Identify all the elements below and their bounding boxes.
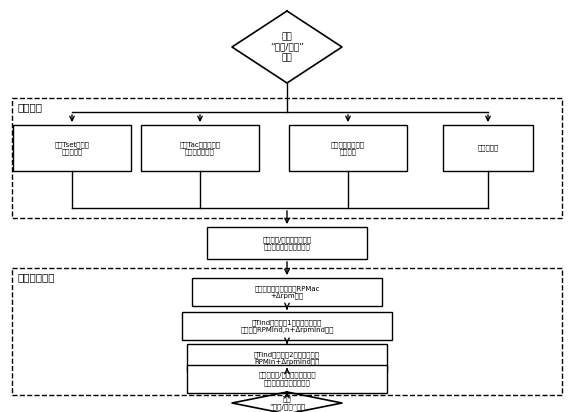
- Text: 根据Tset控制电
磁热的通断: 根据Tset控制电 磁热的通断: [55, 141, 90, 155]
- FancyBboxPatch shape: [13, 125, 131, 171]
- Text: 当Tind满足条件1时导风扇往正，
内风机以RPMind,n+Δrpmind反转: 当Tind满足条件1时导风扇往正， 内风机以RPMind,n+Δrpmind反转: [241, 319, 333, 333]
- FancyBboxPatch shape: [289, 125, 407, 171]
- Text: 导风板关闭、内风机以RPMac
+Δrpm运转: 导风板关闭、内风机以RPMac +Δrpm运转: [254, 285, 320, 299]
- FancyBboxPatch shape: [182, 312, 392, 340]
- Text: 杀菌阶段: 杀菌阶段: [17, 102, 42, 112]
- FancyBboxPatch shape: [187, 344, 387, 372]
- FancyBboxPatch shape: [207, 227, 367, 259]
- Text: 内风机正转、低转
交替运行: 内风机正转、低转 交替运行: [331, 141, 365, 155]
- Text: 根据Tac大小对压缩
机频率进行控制: 根据Tac大小对压缩 机频率进行控制: [180, 141, 220, 155]
- FancyBboxPatch shape: [187, 365, 387, 393]
- Text: 当满足温度/时间条件时，内风
机停止运行，退出温除霉: 当满足温度/时间条件时，内风 机停止运行，退出温除霉: [258, 372, 316, 386]
- Text: 导风板关闭: 导风板关闭: [478, 145, 499, 151]
- Text: 进入
“除霉/杀菌”
功能: 进入 “除霉/杀菌” 功能: [270, 32, 304, 62]
- Text: 退出
“除霉/杀菌”功能: 退出 “除霉/杀菌”功能: [269, 396, 305, 410]
- FancyBboxPatch shape: [443, 125, 533, 171]
- FancyBboxPatch shape: [141, 125, 259, 171]
- Text: 当Tind满足条件2时，内风机以
RPMin+Δrpmind正转: 当Tind满足条件2时，内风机以 RPMin+Δrpmind正转: [254, 351, 320, 365]
- Text: 压力平衡阶段: 压力平衡阶段: [17, 272, 55, 282]
- FancyBboxPatch shape: [192, 278, 382, 306]
- Text: 若是温度/时间条件，跳出
杀菌阶段的道，运行机序: 若是温度/时间条件，跳出 杀菌阶段的道，运行机序: [262, 236, 312, 250]
